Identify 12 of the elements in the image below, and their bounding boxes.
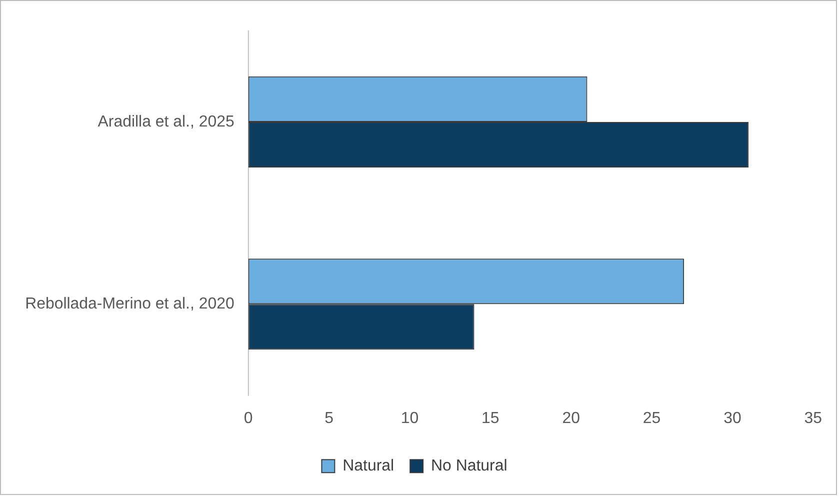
x-tick-label: 20 xyxy=(562,410,580,428)
x-tick-label: 5 xyxy=(324,410,334,428)
x-tick-label: 35 xyxy=(804,410,822,428)
x-tick-label: 25 xyxy=(642,410,661,428)
x-tick-label: 0 xyxy=(244,410,253,428)
y-tick-label: Aradilla et al., 2025 xyxy=(98,113,234,130)
x-tick-label: 30 xyxy=(724,410,742,428)
legend-label: No Natural xyxy=(431,458,508,474)
x-tick-label: 15 xyxy=(482,410,500,428)
y-tick-label: Rebollada-Merino et al., 2020 xyxy=(25,296,234,313)
legend-label: Natural xyxy=(342,458,394,474)
x-tick-label: 10 xyxy=(400,410,419,428)
